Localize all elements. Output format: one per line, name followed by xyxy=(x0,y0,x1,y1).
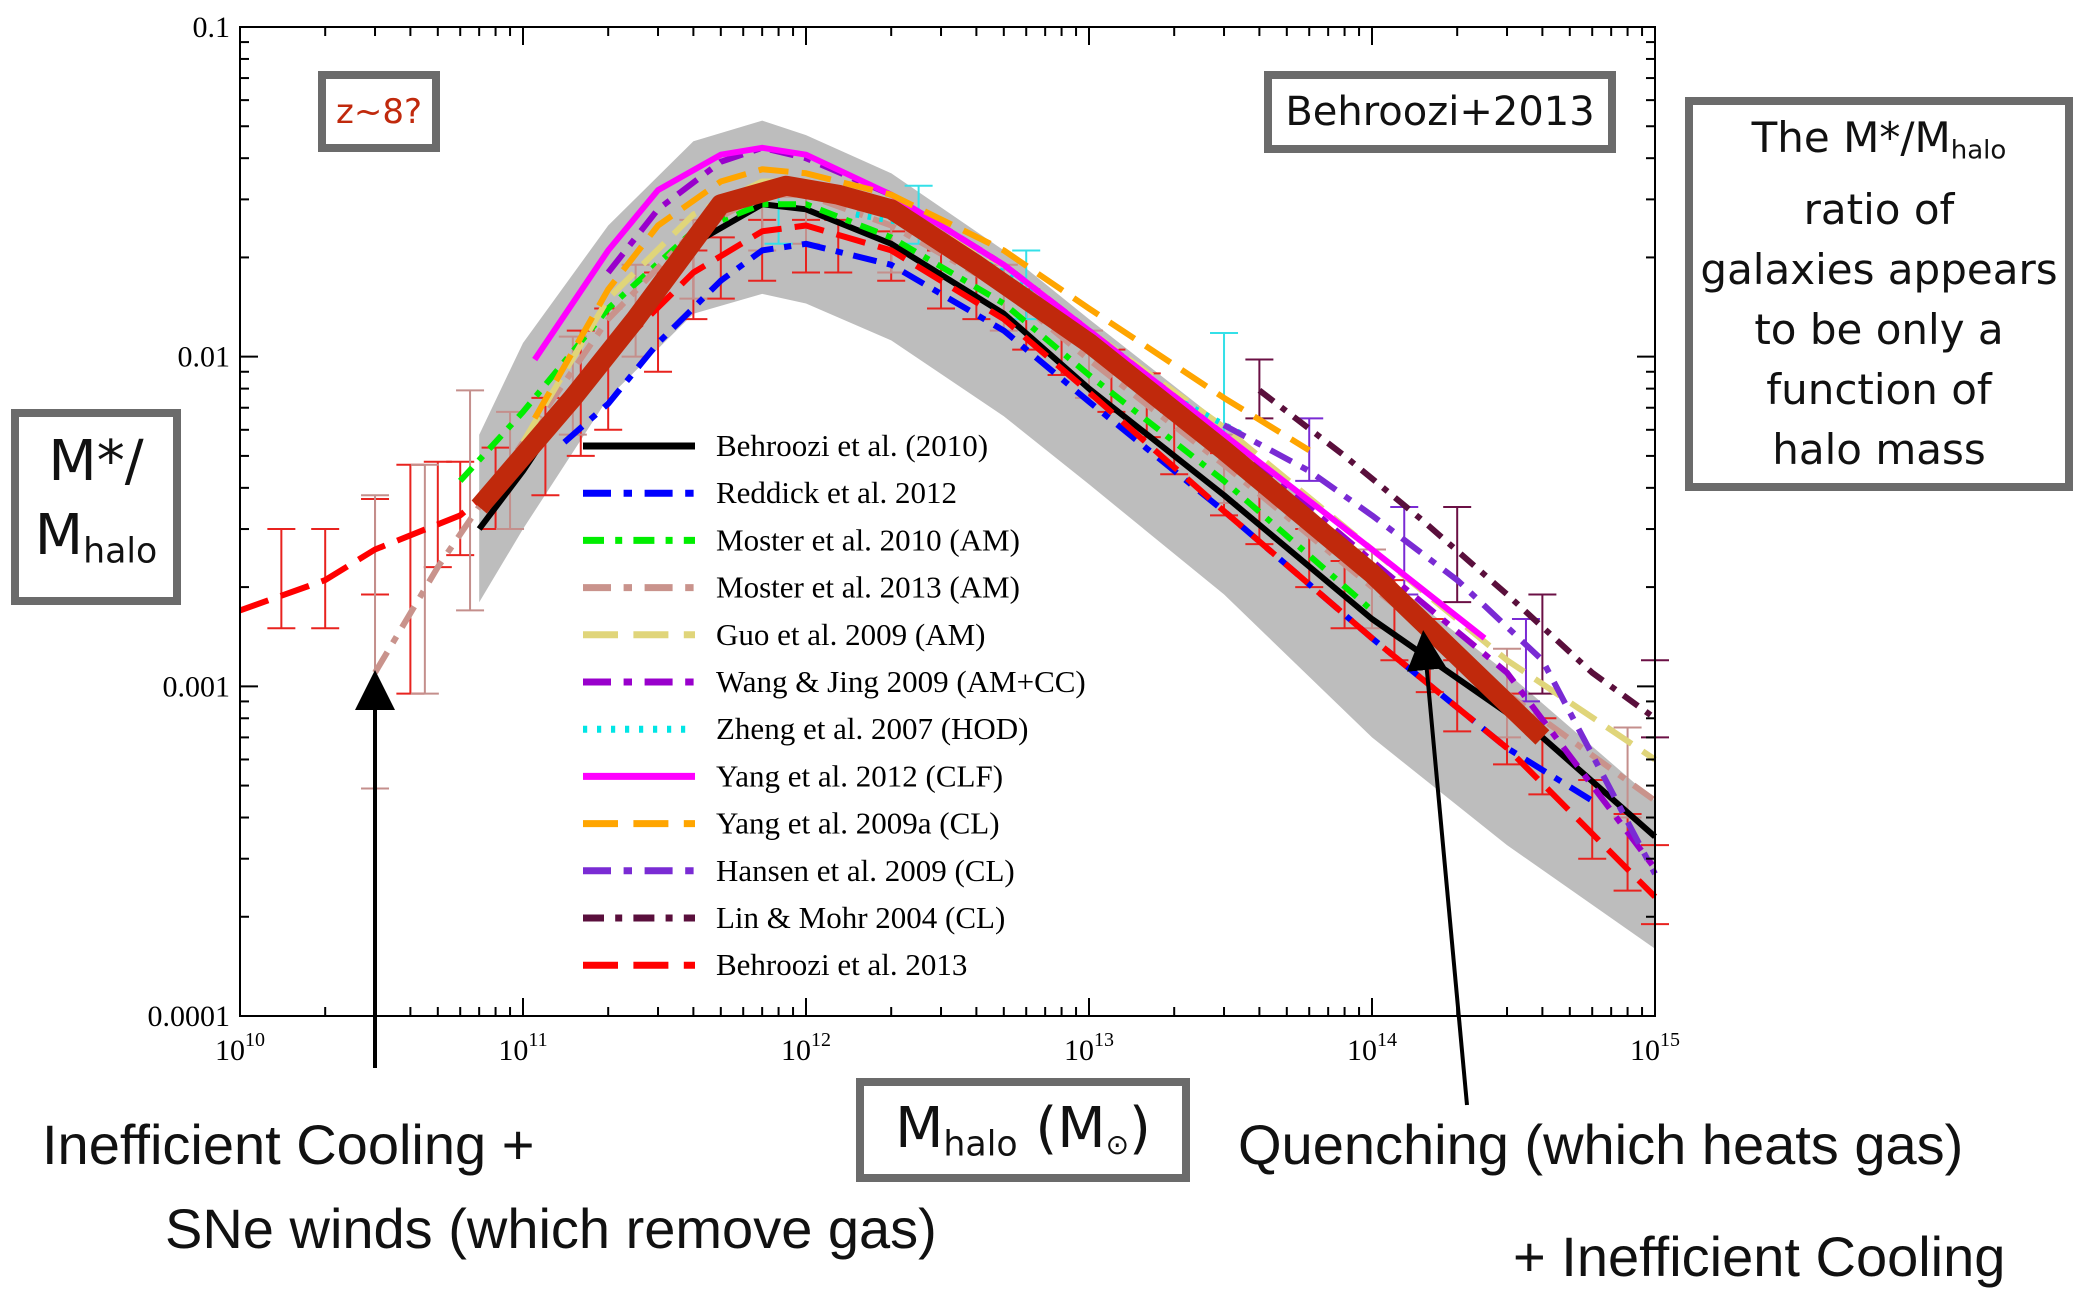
errorbar-maroon-1 xyxy=(1443,505,1472,604)
legend-label-3: Moster et al. 2013 (AM) xyxy=(716,570,1020,605)
y-axis-label-line-2: Mhalo xyxy=(34,503,158,572)
series-line-8 xyxy=(532,166,1311,453)
x-tick-label-5: 1015 xyxy=(1630,1029,1680,1067)
y-tick-label-2: 0.001 xyxy=(163,670,231,703)
redshift-box: z~8? xyxy=(318,71,440,152)
uncertainty-band xyxy=(479,120,1656,949)
errorbar-rose-1 xyxy=(410,463,439,695)
legend-label-11: Behroozi et al. 2013 xyxy=(716,947,967,982)
errorbar-rose-2 xyxy=(456,389,485,612)
sidebar-note-line-3: galaxies appears xyxy=(1700,245,2058,295)
x-tick-label-3: 1013 xyxy=(1064,1029,1114,1067)
x-axis-label: Mhalo (M⊙) xyxy=(895,1095,1151,1165)
plot-frame xyxy=(239,26,1656,1017)
legend-label-7: Yang et al. 2012 (CLF) xyxy=(716,758,1003,793)
x-axis-label-box: Mhalo (M⊙) xyxy=(856,1078,1190,1182)
x-tick-label-4: 1014 xyxy=(1347,1029,1397,1067)
source-label: Behroozi+2013 xyxy=(1285,89,1595,135)
series-line-9 xyxy=(1222,422,1658,876)
sidebar-note-line-6: halo mass xyxy=(1772,425,1986,475)
legend-label-9: Hansen et al. 2009 (CL) xyxy=(716,853,1015,888)
sidebar-note-box: The M*/Mhalo ratio of galaxies appears t… xyxy=(1685,97,2073,491)
errorbar-red-3 xyxy=(396,463,425,695)
y-tick-label-3: 0.0001 xyxy=(148,1000,231,1033)
source-box: Behroozi+2013 xyxy=(1264,71,1616,153)
series-line-4 xyxy=(520,178,1657,762)
series-line-7 xyxy=(532,144,1487,641)
low-mass-note-line-2: SNe winds (which remove gas) xyxy=(165,1197,937,1260)
errorbar-maroon-2 xyxy=(1528,593,1557,695)
legend-label-2: Moster et al. 2010 (AM) xyxy=(716,522,1020,557)
legend-label-4: Guo et al. 2009 (AM) xyxy=(716,617,985,652)
errorbar-red-0 xyxy=(267,528,296,630)
series-line-10 xyxy=(1257,388,1657,721)
legend-label-0: Behroozi et al. (2010) xyxy=(716,428,988,463)
x-tick-label-0: 1010 xyxy=(215,1029,265,1067)
sidebar-note-line-5: function of xyxy=(1766,365,1992,415)
legend-label-5: Wang & Jing 2009 (AM+CC) xyxy=(716,664,1086,699)
redshift-label: z~8? xyxy=(335,91,422,132)
high-mass-note-line-1: Quenching (which heats gas) xyxy=(1238,1113,1964,1176)
legend-label-8: Yang et al. 2009a (CL) xyxy=(716,806,1000,841)
y-tick-label-0: 0.1 xyxy=(193,11,231,44)
legend-label-1: Reddick et al. 2012 xyxy=(716,475,957,510)
behroozi-2013-highlight-line xyxy=(471,175,1550,745)
legend-label-10: Lin & Mohr 2004 (CL) xyxy=(716,900,1005,935)
x-tick-label-2: 1012 xyxy=(781,1029,831,1067)
errorbar-red-12 xyxy=(706,236,735,300)
errorbar-maroon-0 xyxy=(1245,358,1274,420)
x-tick-label-1: 1011 xyxy=(498,1029,547,1067)
y-axis-label-box: M*/ Mhalo xyxy=(11,409,181,605)
low-mass-note-line-1: Inefficient Cooling + xyxy=(42,1113,535,1176)
high-mass-note-line-2: + Inefficient Cooling xyxy=(1513,1225,2006,1288)
legend-label-6: Zheng et al. 2007 (HOD) xyxy=(716,711,1029,746)
sidebar-note-line-4: to be only a xyxy=(1754,305,2004,355)
sidebar-note-line-1: The M*/Mhalo xyxy=(1751,112,2007,166)
y-tick-label-1: 0.01 xyxy=(178,341,231,374)
y-axis-label-line-1: M*/ xyxy=(48,429,144,495)
sidebar-note-line-2: ratio of xyxy=(1803,185,1955,235)
high-mass-arrow xyxy=(1406,630,1469,1106)
series-line-11 xyxy=(238,222,1658,899)
